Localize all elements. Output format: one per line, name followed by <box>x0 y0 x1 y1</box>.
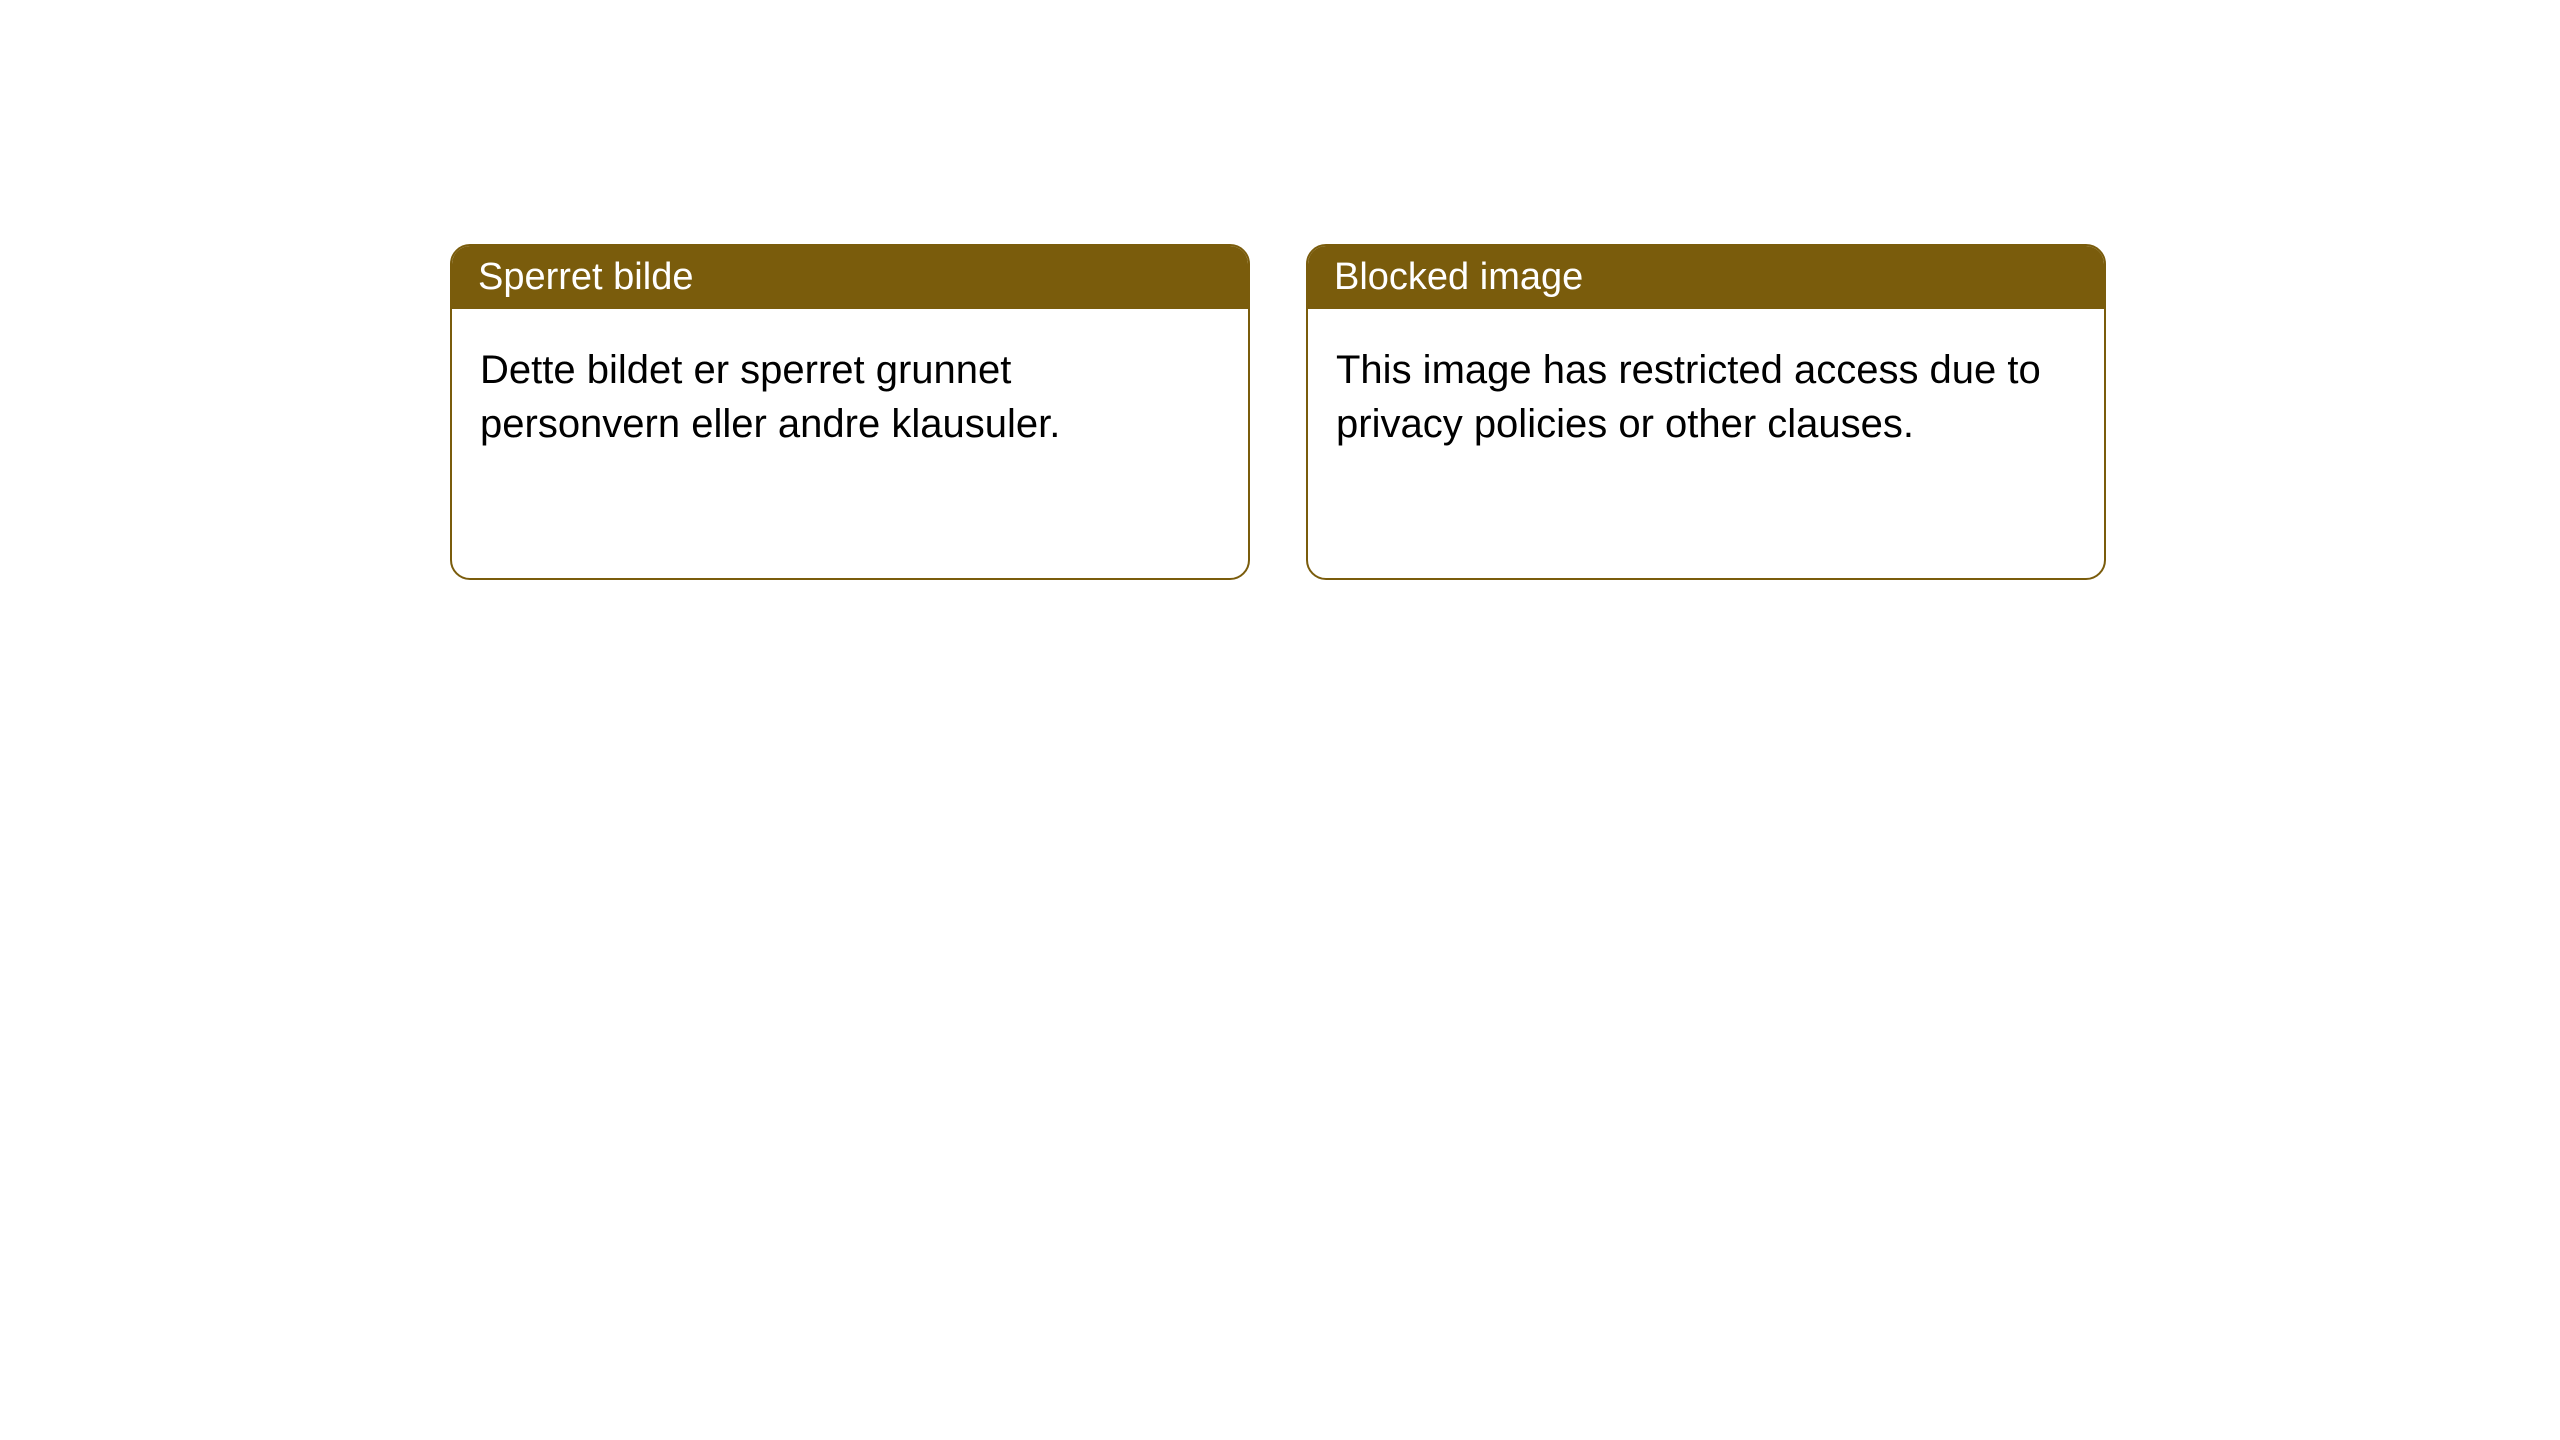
card-body: Dette bildet er sperret grunnet personve… <box>452 309 1248 485</box>
notice-card-norwegian: Sperret bilde Dette bildet er sperret gr… <box>450 244 1250 580</box>
notice-cards-container: Sperret bilde Dette bildet er sperret gr… <box>450 244 2106 580</box>
card-title: Sperret bilde <box>478 256 693 298</box>
notice-card-english: Blocked image This image has restricted … <box>1306 244 2106 580</box>
card-body-text: This image has restricted access due to … <box>1336 348 2041 446</box>
card-body-text: Dette bildet er sperret grunnet personve… <box>480 348 1060 446</box>
card-title: Blocked image <box>1334 256 1583 298</box>
card-body: This image has restricted access due to … <box>1308 309 2104 485</box>
card-header: Blocked image <box>1308 246 2104 309</box>
card-header: Sperret bilde <box>452 246 1248 309</box>
